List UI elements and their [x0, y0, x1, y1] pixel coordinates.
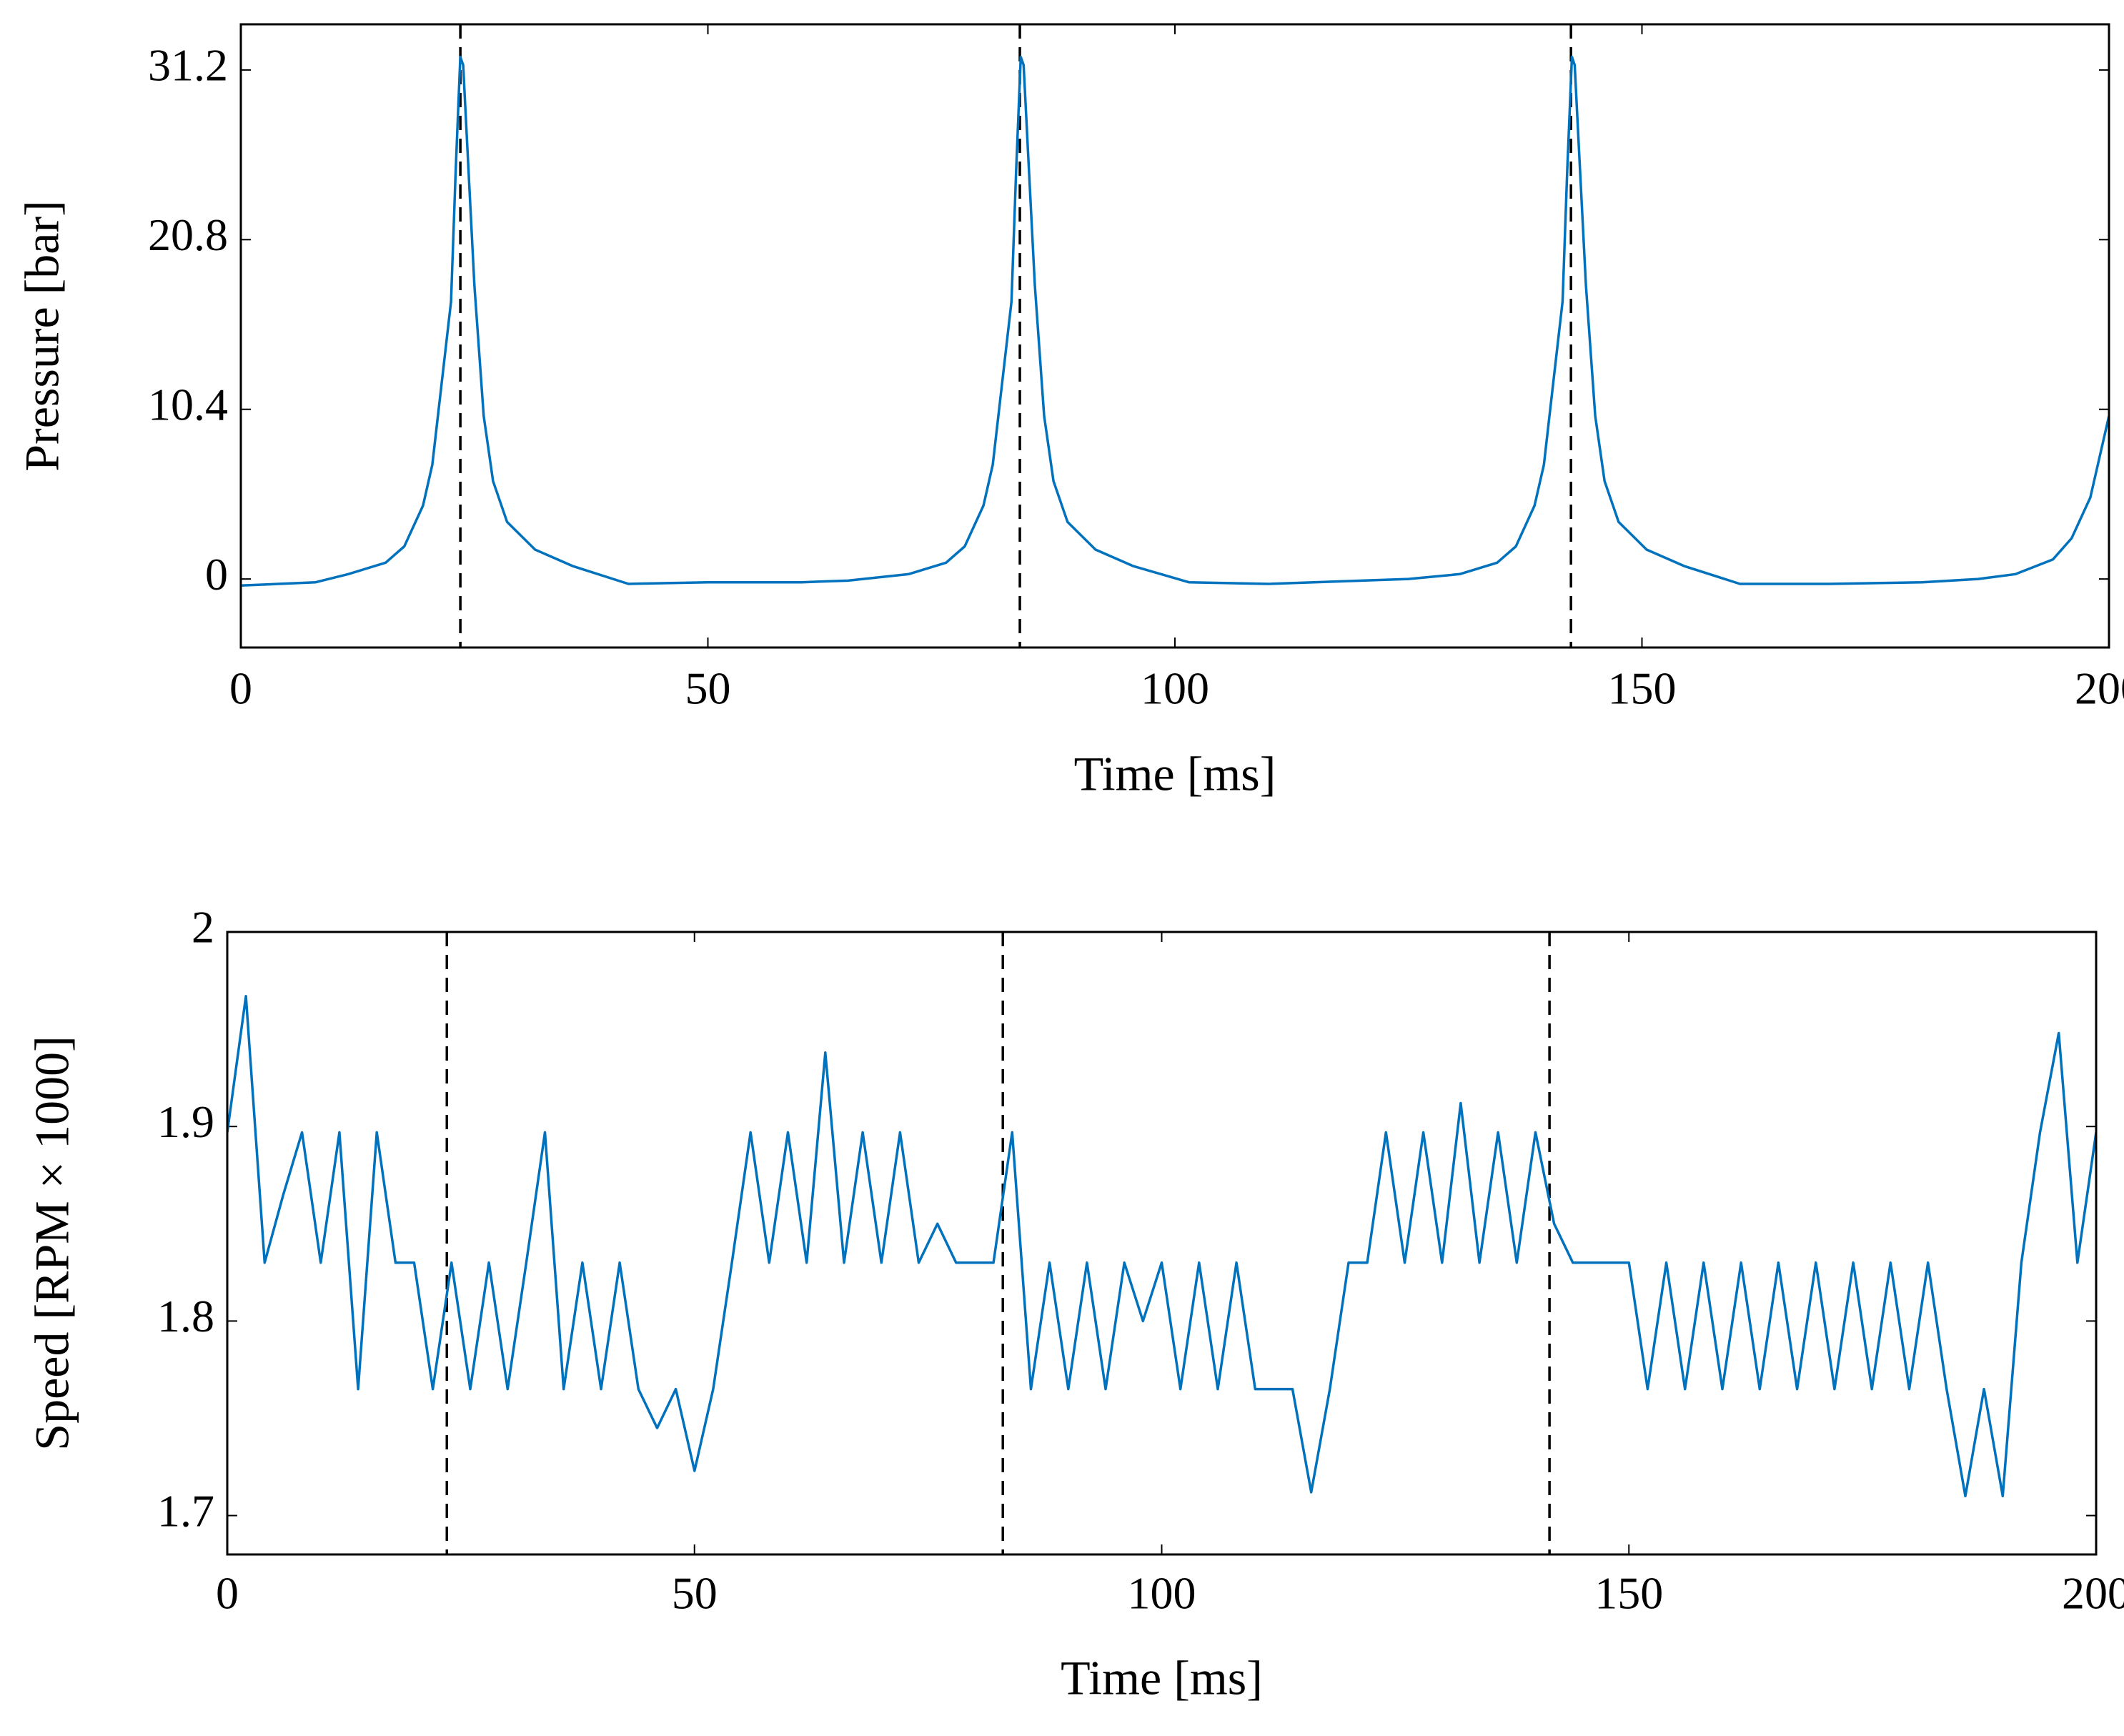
x-tick-label: 50 — [685, 663, 731, 714]
x-tick-label: 0 — [216, 1568, 239, 1619]
y-tick-label: 1.7 — [157, 1485, 214, 1536]
x-tick-label: 0 — [229, 663, 252, 714]
x-tick-label: 150 — [1608, 663, 1677, 714]
x-tick-label: 150 — [1594, 1568, 1663, 1619]
y-tick-label: 2 — [192, 902, 214, 953]
y-tick-label: 31.2 — [148, 40, 228, 91]
y-axis-title: Speed [RPM × 1000] — [25, 1036, 79, 1450]
x-tick-label: 200 — [2062, 1568, 2124, 1619]
x-tick-label: 100 — [1141, 663, 1209, 714]
y-tick-label: 1.9 — [157, 1096, 214, 1147]
x-tick-label: 50 — [672, 1568, 718, 1619]
x-tick-label: 100 — [1128, 1568, 1196, 1619]
y-tick-label: 10.4 — [148, 379, 228, 430]
plot-frame — [239, 23, 2110, 649]
x-tick-label: 200 — [2075, 663, 2124, 714]
y-axis-title: Pressure [bar] — [15, 200, 69, 472]
x-axis-title: Time [ms] — [1074, 747, 1276, 801]
y-tick-label: 1.8 — [157, 1291, 214, 1341]
y-tick-label: 0 — [205, 549, 228, 600]
data-line — [227, 995, 2096, 1498]
plot-frame — [226, 931, 2098, 1556]
y-tick-label: 20.8 — [148, 209, 228, 260]
data-line — [241, 55, 2109, 587]
x-axis-title: Time [ms] — [1061, 1651, 1263, 1705]
